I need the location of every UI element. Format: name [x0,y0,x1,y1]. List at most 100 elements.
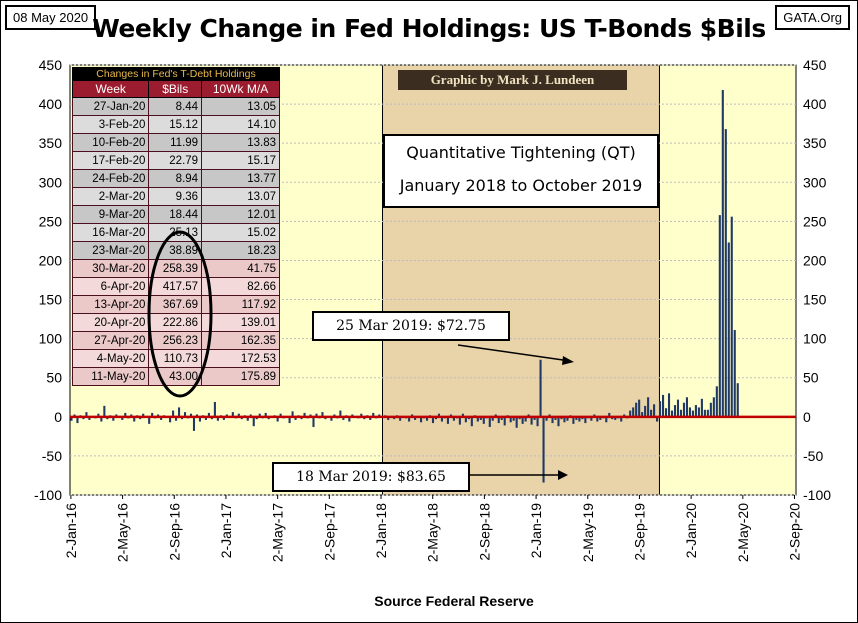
table-cell-bils: 367.69 [148,295,203,314]
bar [88,416,91,420]
y-tick-label-right: 0 [803,409,811,425]
x-axis-title: Source Federal Reserve [374,593,534,609]
qt-note-line1: Quantitative Tightening (QT) [406,143,636,162]
bar [246,416,249,421]
bar [608,412,611,417]
bar [727,242,730,417]
table-header-week: Week [71,80,150,98]
y-tick-label-right: 200 [803,252,827,268]
bar [124,412,127,417]
bar [133,416,136,422]
bar [408,416,411,422]
table-cell-bils: 8.94 [148,169,203,188]
bar [476,416,479,422]
y-tick-label-right: -50 [803,448,823,464]
bar [653,404,656,417]
table-cell-ma: 15.17 [201,151,280,170]
table-cell-week: 2-Mar-20 [71,187,150,206]
bar [252,416,255,427]
bar [721,90,724,417]
x-tick-label: 2-Jan-20 [683,503,699,558]
bar [264,412,267,417]
bar [160,416,163,420]
table-header-bils: $Bils [148,80,203,98]
bar [315,413,318,417]
bar [100,416,103,422]
table-cell-week: 17-Feb-20 [71,151,150,170]
table-cell-week: 6-Apr-20 [71,277,150,296]
bar [500,416,503,420]
bar [97,413,100,417]
bar [515,416,518,428]
bar [276,416,279,422]
annotation-high: 25 Mar 2019: $72.75 [312,311,510,341]
table-cell-bils: 9.36 [148,187,203,206]
table-caption-row: Changes in Fed's T-Debt Holdings [72,67,280,81]
bar [425,416,429,421]
table-cell-ma: 15.02 [201,223,280,242]
y-tick-label-right: 150 [803,292,827,308]
y-tick-label-right: 100 [803,331,827,347]
bar [694,405,697,417]
bar [183,412,187,417]
bar [231,412,234,417]
bar [321,412,324,417]
y-tick-label-left: 150 [39,292,63,308]
table-cell-bils: 38.89 [148,241,203,260]
bar [452,416,455,421]
table-row: 16-Mar-20 25.13 15.02 [71,223,280,242]
bar [121,416,124,420]
bar [685,397,688,417]
table-row: 9-Mar-20 18.44 12.01 [71,205,280,224]
bar [596,416,599,422]
table-header-row: Week $Bils 10Wk M/A [71,80,280,98]
bar [673,405,677,417]
bar [470,416,473,427]
bar [647,397,650,417]
table-row: 20-Apr-20 222.86 139.01 [71,313,280,332]
table-cell-week: 30-Mar-20 [71,259,150,278]
bar [216,416,219,421]
bar [656,416,659,422]
bar [638,399,641,417]
bar [682,402,686,417]
bar [312,416,315,427]
bar [482,416,485,424]
x-tick-label: 2-Jan-18 [373,503,389,558]
bar [629,410,632,417]
bar [399,416,402,421]
bar [237,413,240,417]
bar [387,416,390,420]
bar [198,416,202,422]
bar [85,412,88,417]
bar [437,413,441,417]
bar [521,416,524,424]
bar [650,409,653,417]
table-cell-bils: 417.57 [148,277,203,296]
x-tick-label: 2-Sep-20 [787,503,803,561]
table-cell-week: 27-Apr-20 [71,331,150,350]
table-row: 4-May-20 110.73 172.53 [71,349,280,368]
table-row: 2-Mar-20 9.36 13.07 [71,187,280,206]
bar [730,216,733,417]
table-cell-bils: 258.39 [148,259,203,278]
bar [712,397,715,417]
bar [288,416,291,424]
bar [148,416,151,424]
bar [614,416,617,420]
bar [709,402,712,417]
table-row: 13-Apr-20 367.69 117.92 [71,295,280,314]
table-cell-week: 4-May-20 [71,349,150,368]
table-cell-week: 27-Jan-20 [71,97,150,116]
bar [664,408,668,417]
y-tick-label-left: 450 [39,57,63,73]
bar [446,416,449,424]
bar [536,416,539,427]
bar [659,401,662,417]
table-cell-bils: 8.44 [148,97,203,116]
table-row: 24-Feb-20 8.94 13.77 [71,169,280,188]
bar [530,416,533,425]
y-tick-label-right: -100 [803,487,831,503]
x-tick-label: 2-Sep-19 [631,503,647,561]
bar [369,416,372,420]
